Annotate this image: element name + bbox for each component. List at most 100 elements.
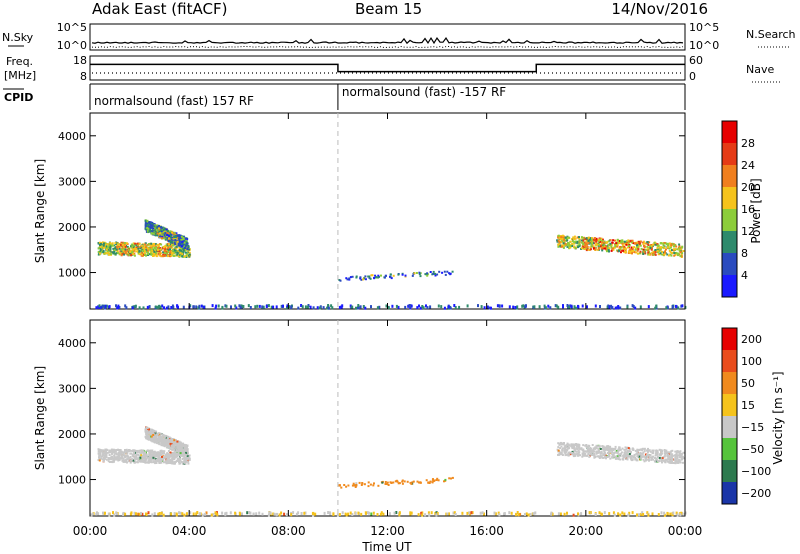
data-point xyxy=(146,249,149,252)
data-point xyxy=(562,242,565,245)
data-point xyxy=(419,275,422,278)
data-point xyxy=(650,248,653,251)
data-point xyxy=(180,453,183,456)
y-tick-label: 1000 xyxy=(58,474,86,487)
data-point xyxy=(432,480,435,483)
power-y-label: Slant Range [km] xyxy=(33,159,47,263)
data-point xyxy=(170,459,173,462)
data-point xyxy=(171,304,174,308)
data-point xyxy=(119,451,122,454)
data-point xyxy=(180,247,183,250)
data-point xyxy=(173,445,176,448)
data-point xyxy=(574,449,577,452)
data-point xyxy=(161,452,164,455)
data-point xyxy=(192,512,195,516)
data-point xyxy=(151,224,154,227)
data-point xyxy=(521,304,524,308)
data-point xyxy=(152,230,154,233)
data-point xyxy=(177,445,180,448)
data-point xyxy=(173,231,176,234)
data-point xyxy=(599,245,602,248)
data-point xyxy=(140,511,142,515)
data-point xyxy=(598,447,601,450)
data-point xyxy=(583,454,586,457)
data-point xyxy=(152,453,155,455)
data-point xyxy=(171,231,173,234)
data-point xyxy=(617,456,620,459)
data-point xyxy=(567,244,570,247)
data-point xyxy=(357,304,360,307)
data-point xyxy=(113,250,116,253)
data-point xyxy=(355,276,358,279)
data-point xyxy=(590,447,592,450)
data-point xyxy=(566,245,569,248)
data-point xyxy=(180,249,183,252)
data-point xyxy=(571,450,574,453)
colorbar-swatch xyxy=(722,394,737,416)
data-point xyxy=(563,451,566,454)
data-point xyxy=(392,274,395,277)
data-point xyxy=(182,450,184,453)
data-point xyxy=(606,445,609,448)
data-point xyxy=(670,455,673,458)
data-point xyxy=(168,235,171,237)
data-point xyxy=(177,254,180,257)
data-point xyxy=(616,455,619,458)
data-point xyxy=(159,230,162,233)
data-point xyxy=(368,511,370,515)
data-point xyxy=(445,512,448,516)
data-point xyxy=(427,481,430,484)
data-point xyxy=(646,248,649,251)
data-point xyxy=(187,249,190,252)
data-point xyxy=(154,434,156,437)
data-point xyxy=(665,248,667,251)
data-point xyxy=(150,458,153,461)
data-point xyxy=(631,458,634,461)
data-point xyxy=(679,452,681,455)
data-point xyxy=(137,247,140,250)
data-point xyxy=(157,434,160,437)
data-point xyxy=(577,237,580,240)
data-point xyxy=(135,458,138,461)
data-point xyxy=(179,459,182,462)
data-point xyxy=(174,453,176,456)
data-point xyxy=(171,455,174,458)
data-point xyxy=(432,270,435,273)
data-point xyxy=(181,453,184,455)
data-point xyxy=(109,245,112,248)
data-point xyxy=(639,240,642,243)
data-point xyxy=(135,454,138,456)
data-point xyxy=(603,241,606,244)
data-point xyxy=(663,513,666,517)
data-point xyxy=(150,252,153,255)
data-point xyxy=(642,455,645,458)
data-point xyxy=(131,251,133,254)
data-point xyxy=(144,220,147,223)
data-point xyxy=(186,252,189,255)
data-point xyxy=(175,443,178,446)
data-point xyxy=(444,478,447,481)
data-point xyxy=(171,249,174,251)
cpid-label: CPID xyxy=(4,91,33,104)
data-point xyxy=(671,454,674,457)
data-point xyxy=(643,450,646,453)
data-point xyxy=(162,434,165,437)
data-point xyxy=(623,246,626,249)
data-point xyxy=(566,442,569,445)
data-point xyxy=(349,276,352,279)
data-point xyxy=(532,512,535,516)
data-point xyxy=(607,304,610,308)
data-point xyxy=(154,436,157,439)
data-point xyxy=(595,447,598,450)
data-point xyxy=(132,450,135,453)
data-point xyxy=(494,512,497,516)
data-point xyxy=(644,252,647,255)
data-point xyxy=(627,241,630,244)
data-point xyxy=(534,511,537,515)
data-point xyxy=(174,461,177,463)
data-point xyxy=(111,242,114,245)
data-point xyxy=(372,511,375,515)
data-point xyxy=(632,455,635,458)
data-point xyxy=(659,248,662,251)
